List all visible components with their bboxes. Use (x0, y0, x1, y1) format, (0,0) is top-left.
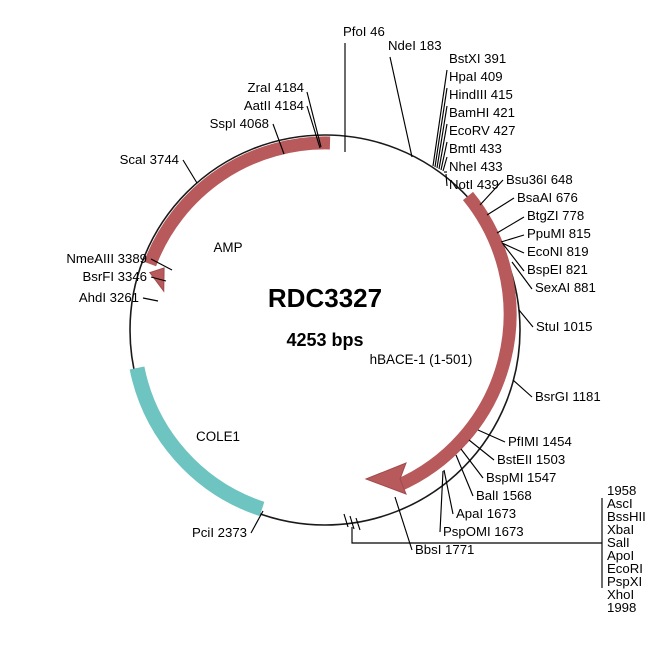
site-label-hindiii[interactable]: HindIII 415 (449, 87, 513, 102)
site-label-pcii[interactable]: PciI 2373 (192, 525, 247, 540)
site-label-zrai[interactable]: ZraI 4184 (248, 80, 304, 95)
site-label-scai[interactable]: ScaI 3744 (120, 152, 179, 167)
amp-arrow-body (143, 136, 331, 267)
leader-lines-left (142, 91, 322, 534)
site-label-sspi[interactable]: SspI 4068 (210, 116, 269, 131)
site-label-stui[interactable]: StuI 1015 (536, 319, 592, 334)
site-labels-right: Bsu36I 648 BsaAI 676 BtgZI 778 PpuMI 815… (506, 172, 601, 404)
amp-arrow-head (149, 267, 165, 293)
hbace1-arrow-head (364, 462, 407, 495)
site-labels-top: PfoI 46 NdeI 183 BstXI 391 HpaI 409 Hind… (343, 24, 515, 192)
site-label-bsrfi[interactable]: BsrFI 3346 (82, 269, 147, 284)
site-label-bstxi[interactable]: BstXI 391 (449, 51, 506, 66)
site-label-bali[interactable]: BalI 1568 (476, 488, 532, 503)
feature-label-hbace1: hBACE-1 (1-501) (370, 352, 473, 367)
site-label-bamhi[interactable]: BamHI 421 (449, 105, 515, 120)
plasmid-size: 4253 bps (286, 330, 363, 350)
site-label-bbsi[interactable]: BbsI 1771 (415, 542, 474, 557)
site-label-bsrgi[interactable]: BsrGI 1181 (535, 389, 601, 404)
bracket-enzyme-bsshii[interactable]: BssHII (607, 509, 646, 524)
site-label-bsteii[interactable]: BstEII 1503 (497, 452, 565, 467)
bracket-enzyme-xbai[interactable]: XbaI (607, 522, 634, 537)
bracket-enzyme-sali[interactable]: SalI (607, 535, 630, 550)
feature-label-cole1: COLE1 (196, 429, 240, 444)
bracket-end-coord: 1998 (607, 600, 636, 615)
feature-label-amp: AMP (213, 240, 242, 255)
site-label-bsaai[interactable]: BsaAI 676 (517, 190, 578, 205)
leader-lines-lower-right (394, 429, 506, 551)
site-label-hpai[interactable]: HpaI 409 (449, 69, 503, 84)
bracket-enzyme-ecori[interactable]: EcoRI (607, 561, 643, 576)
site-label-sexai[interactable]: SexAI 881 (535, 280, 596, 295)
site-label-aatii[interactable]: AatII 4184 (244, 98, 304, 113)
site-label-ecorv[interactable]: EcoRV 427 (449, 123, 515, 138)
site-label-ahdi[interactable]: AhdI 3261 (79, 290, 139, 305)
site-label-econi[interactable]: EcoNI 819 (527, 244, 589, 259)
site-label-apai[interactable]: ApaI 1673 (456, 506, 516, 521)
site-label-nhei[interactable]: NheI 433 (449, 159, 503, 174)
feature-arrow-hbace1[interactable] (364, 191, 517, 495)
site-label-ppumi[interactable]: PpuMI 815 (527, 226, 591, 241)
leader-lines-right (479, 179, 534, 398)
hbace1-arrow-body (394, 191, 517, 492)
site-label-pflmi[interactable]: PfIMI 1454 (508, 434, 572, 449)
bracket-connector (351, 498, 603, 588)
site-label-bsu36i[interactable]: Bsu36I 648 (506, 172, 573, 187)
site-labels-left: ScaI 3744 NmeAIII 3389 BsrFI 3346 AhdI 3… (66, 80, 304, 540)
feature-arc-cole1[interactable] (129, 366, 265, 517)
site-label-pfoi[interactable]: PfoI 46 (343, 24, 385, 39)
site-label-bspei[interactable]: BspEI 821 (527, 262, 588, 277)
feature-arrow-amp[interactable] (143, 136, 331, 294)
cole1-arc-body (129, 366, 265, 517)
plasmid-backbone-circle (129, 134, 521, 526)
bracket-start-coord: 1958 (607, 483, 636, 498)
bracket-enzyme-pspxi[interactable]: PspXI (607, 574, 642, 589)
site-label-noti[interactable]: NotI 439 (449, 177, 499, 192)
site-label-bspmi[interactable]: BspMI 1547 (486, 470, 556, 485)
bracket-enzyme-apoi[interactable]: ApoI (607, 548, 634, 563)
site-label-btgzi[interactable]: BtgZI 778 (527, 208, 584, 223)
bracket-enzyme-xhoi[interactable]: XhoI (607, 587, 634, 602)
bracket-tick-marks (343, 513, 361, 531)
site-label-pspomi[interactable]: PspOMI 1673 (443, 524, 524, 539)
bracket-enzyme-list: 1958 AscI BssHII XbaI SalI ApoI EcoRI Ps… (607, 483, 646, 615)
site-label-bmti[interactable]: BmtI 433 (449, 141, 502, 156)
site-label-nmeaiii[interactable]: NmeAIII 3389 (66, 251, 147, 266)
site-labels-lower-right: PfIMI 1454 BstEII 1503 BspMI 1547 BalI 1… (415, 434, 572, 557)
leader-lines-top (344, 43, 448, 187)
bracket-enzyme-asci[interactable]: AscI (607, 496, 633, 511)
plasmid-name: RDC3327 (268, 283, 382, 313)
site-label-ndei[interactable]: NdeI 183 (388, 38, 442, 53)
